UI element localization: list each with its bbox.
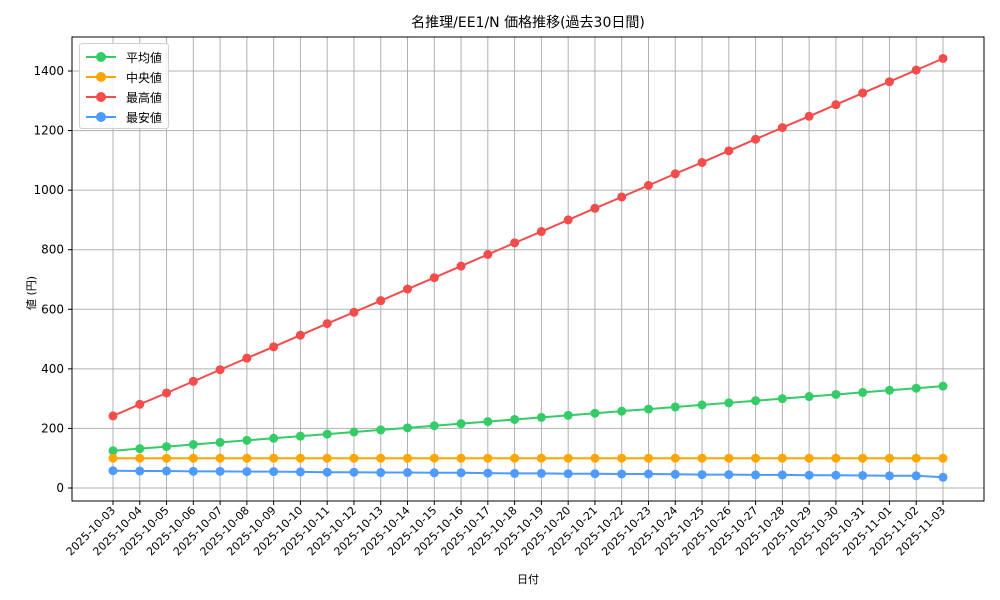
legend-marker-icon	[86, 110, 116, 124]
svg-text:600: 600	[41, 302, 64, 316]
legend-item-average: 平均値	[86, 50, 163, 65]
grid-lines	[72, 37, 984, 501]
y-axis-label: 値 (円)	[25, 275, 39, 311]
svg-text:400: 400	[41, 362, 64, 376]
legend-marker-icon	[86, 70, 116, 84]
axes-frame	[71, 36, 985, 502]
legend-item-min: 最安値	[86, 110, 163, 125]
legend-label: 中央値	[126, 70, 163, 85]
legend-item-median: 中央値	[86, 70, 163, 85]
legend-marker-icon	[86, 90, 116, 104]
x-axis-label: 日付	[517, 573, 539, 586]
svg-text:1000: 1000	[33, 183, 64, 197]
legend-label: 平均値	[126, 50, 163, 65]
series-lines	[108, 53, 948, 482]
svg-text:200: 200	[41, 421, 64, 435]
legend-label: 最高値	[126, 90, 163, 105]
legend-marker-icon	[86, 50, 116, 64]
chart-title: 名推理/EE1/N 価格推移(過去30日間)	[411, 15, 645, 31]
y-axis-ticks: 0 200 400 600 800 1000 1200 1400	[33, 64, 72, 495]
svg-text:1400: 1400	[33, 64, 64, 78]
legend-label: 最安値	[126, 110, 163, 125]
legend-item-max: 最高値	[86, 90, 163, 105]
legend: 平均値 中央値 最高値 最安値	[79, 43, 169, 129]
svg-text:0: 0	[56, 481, 64, 495]
svg-text:800: 800	[41, 243, 64, 257]
x-axis-ticks: 2025-10-032025-10-042025-10-052025-10-06…	[64, 501, 948, 558]
svg-text:1200: 1200	[33, 124, 64, 138]
